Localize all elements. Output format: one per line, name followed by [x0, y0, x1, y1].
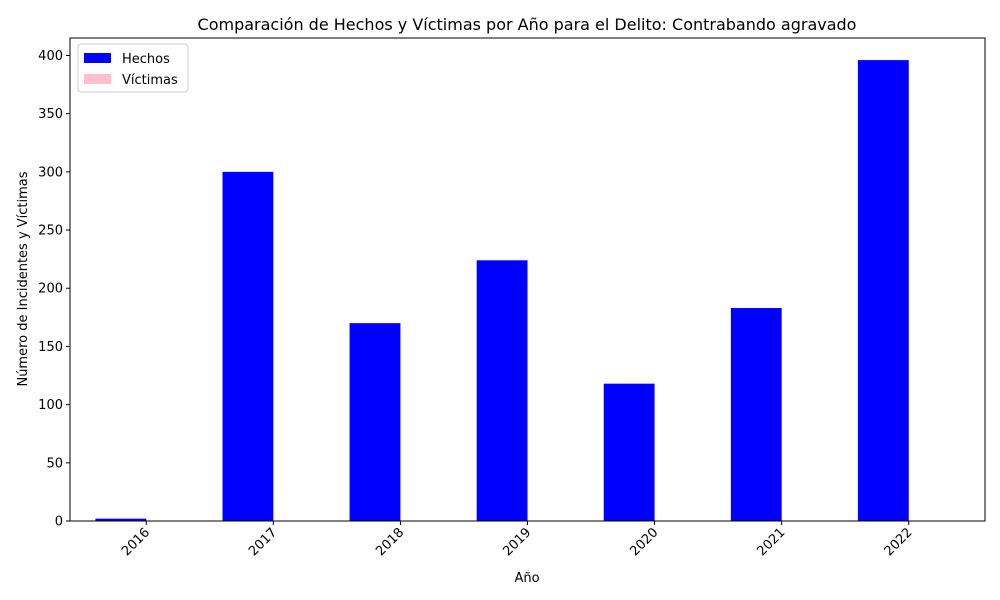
y-tick-label: 300	[38, 165, 63, 180]
bar-hechos-2022	[857, 60, 909, 522]
legend-label: Hechos	[122, 52, 170, 67]
bar-hechos-2019	[476, 260, 528, 521]
legend-label: Víctimas	[122, 73, 178, 88]
y-tick-label: 50	[46, 456, 63, 471]
y-tick-label: 350	[38, 107, 63, 122]
bar-hechos-2017	[222, 171, 274, 521]
y-axis-label: Número de Incidentes y Víctimas	[16, 171, 31, 386]
x-axis-label: Año	[514, 571, 539, 586]
bar-hechos-2016	[95, 518, 147, 521]
y-tick-label: 400	[38, 49, 63, 64]
bar-hechos-2020	[603, 383, 655, 521]
y-tick-label: 200	[38, 282, 63, 297]
bar-hechos-2018	[349, 323, 401, 521]
bar-hechos-2021	[730, 308, 782, 521]
legend: Hechos Víctimas	[77, 43, 189, 93]
chart-title: Comparación de Hechos y Víctimas por Año…	[198, 15, 857, 34]
y-tick-label: 100	[38, 398, 63, 413]
y-tick-label: 250	[38, 224, 63, 239]
y-tick-label: 150	[38, 340, 63, 355]
legend-swatch	[84, 74, 111, 84]
legend-swatch	[84, 53, 111, 63]
y-tick-label: 0	[55, 515, 63, 530]
